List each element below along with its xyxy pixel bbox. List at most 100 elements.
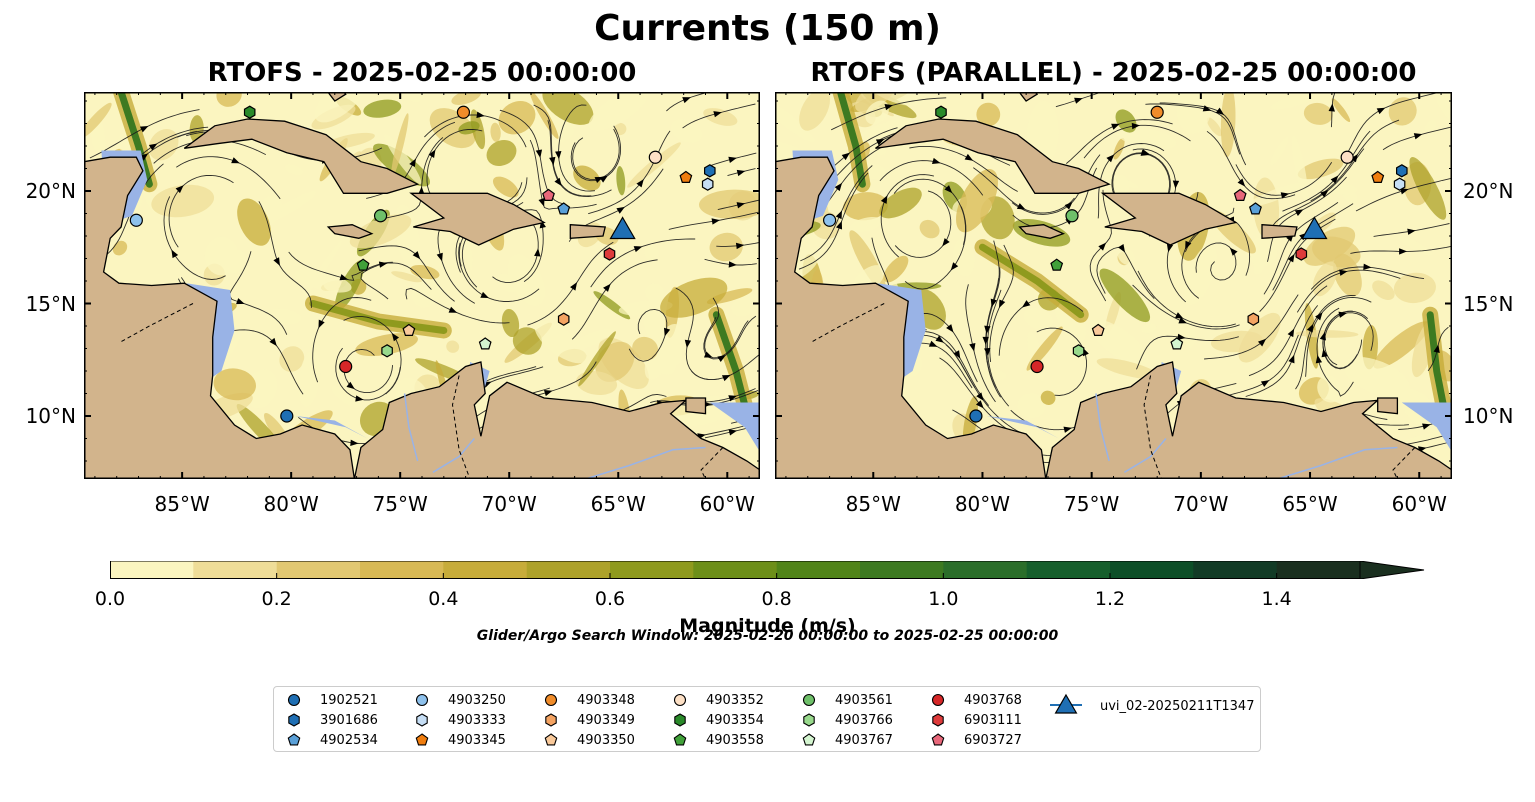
float-marker-1902521 xyxy=(969,409,983,423)
float-marker-4903250 xyxy=(129,213,143,227)
float-marker-4902534 xyxy=(1248,202,1262,215)
lat-tick-label-right: 15°N xyxy=(1463,291,1514,316)
legend-item: 4903354 xyxy=(672,711,764,729)
float-marker-4902534 xyxy=(557,202,571,215)
colorbar-segment xyxy=(776,561,861,579)
float-marker-6903111 xyxy=(603,247,616,261)
float-marker-uvi_02-20250211T1347 xyxy=(609,216,636,240)
colorbar-tick-label: 1.0 xyxy=(928,588,959,610)
colorbar-tick-label: 0.2 xyxy=(261,588,292,610)
legend-label: uvi_02-20250211T1347 xyxy=(1100,698,1255,714)
legend-item: 4902534 xyxy=(286,731,378,749)
legend-item: 6903727 xyxy=(930,731,1022,749)
legend-label: 4903767 xyxy=(835,732,893,748)
triangle-marker-icon xyxy=(1050,693,1082,714)
pentagon-marker-icon xyxy=(415,733,429,746)
lon-tick-label: 70°W xyxy=(1173,492,1229,516)
figure-title: Currents (150 m) xyxy=(594,8,941,49)
legend-label: 4903354 xyxy=(706,712,764,728)
float-marker-4903350 xyxy=(1091,323,1105,336)
float-marker-4903766 xyxy=(381,344,393,358)
colorbar-tick-label: 0.4 xyxy=(428,588,459,610)
float-marker-4903348 xyxy=(1150,105,1164,119)
float-marker-4903352 xyxy=(1340,150,1354,164)
float-marker-4903354 xyxy=(935,105,947,119)
legend-item: 4903352 xyxy=(672,691,764,709)
legend-item: 4903768 xyxy=(930,691,1022,709)
float-marker-4903767 xyxy=(478,337,492,350)
legend-item: 4903766 xyxy=(801,711,893,729)
lon-tick-label: 60°W xyxy=(1391,492,1447,516)
legend-label: 1902521 xyxy=(320,692,378,708)
colorbar-segment xyxy=(1193,561,1278,579)
circle-marker-icon xyxy=(802,693,816,707)
legend-label: 4903348 xyxy=(577,692,635,708)
float-marker-3901686 xyxy=(703,164,716,178)
lon-tick-label: 65°W xyxy=(1282,492,1338,516)
colorbar-label: Magnitude (m/s) xyxy=(679,615,856,637)
hexagon-marker-icon xyxy=(545,713,557,727)
legend-label: 4903766 xyxy=(835,712,893,728)
legend-item: 4903333 xyxy=(414,711,506,729)
float-marker-4903345 xyxy=(1371,170,1385,184)
float-marker-4903345 xyxy=(679,170,693,184)
legend-item: 3901686 xyxy=(286,711,378,729)
float-marker-uvi_02-20250211T1347 xyxy=(1301,216,1328,240)
float-marker-6903727 xyxy=(1233,188,1247,202)
lat-tick-label-right: 20°N xyxy=(1463,179,1514,203)
legend-label: 4903333 xyxy=(448,712,506,728)
legend-label: 3901686 xyxy=(320,712,378,728)
colorbar-segment xyxy=(943,561,1028,579)
search-window-note: Glider/Argo Search Window: 2025-02-20 00… xyxy=(476,628,1059,644)
legend: 1902521 3901686 4902534 4903250 4903333 49033… xyxy=(273,686,1261,752)
lat-tick-label-left: 15°N xyxy=(25,291,76,316)
pentagon-marker-icon xyxy=(544,733,558,746)
legend-label: 4903352 xyxy=(706,692,764,708)
float-marker-4903352 xyxy=(648,150,662,164)
hexagon-marker-icon xyxy=(288,713,300,727)
legend-item: 1902521 xyxy=(286,691,378,709)
left-panel-title: RTOFS - 2025-02-25 00:00:00 xyxy=(207,58,637,88)
legend-label: 4903345 xyxy=(448,732,506,748)
circle-marker-icon xyxy=(931,693,945,707)
lon-tick-label: 70°W xyxy=(481,492,537,516)
legend-item: 6903111 xyxy=(930,711,1022,729)
lon-tick-label: 85°W xyxy=(154,492,210,516)
colorbar-tick-label: 0.0 xyxy=(94,588,126,610)
lat-tick-label-left: 20°N xyxy=(25,179,76,203)
legend-label: 4903768 xyxy=(964,692,1022,708)
float-marker-4903768 xyxy=(1030,359,1044,374)
hexagon-marker-icon xyxy=(674,713,686,727)
pentagon-marker-icon xyxy=(673,733,687,746)
colorbar-segment xyxy=(610,561,694,579)
lon-tick-label: 75°W xyxy=(372,492,428,516)
float-marker-4903561 xyxy=(373,209,388,223)
lon-tick-label: 80°W xyxy=(263,492,319,516)
legend-item: uvi_02-20250211T1347 xyxy=(1050,693,1254,719)
colorbar-tick-label: 1.2 xyxy=(1094,588,1126,610)
map-canvas-left xyxy=(84,92,760,479)
colorbar-tick-label: 0.6 xyxy=(594,588,626,610)
legend-label: 4903558 xyxy=(706,732,764,748)
float-marker-4903333 xyxy=(701,177,714,191)
pentagon-marker-icon xyxy=(802,733,816,746)
float-marker-3901686 xyxy=(1395,164,1408,178)
circle-marker-icon xyxy=(544,693,558,707)
legend-label: 6903727 xyxy=(964,732,1022,748)
float-marker-1902521 xyxy=(280,409,294,423)
legend-item: 4903350 xyxy=(543,731,635,749)
lon-tick-label: 85°W xyxy=(845,492,901,516)
float-marker-4903350 xyxy=(402,323,416,336)
hexagon-marker-icon xyxy=(932,713,944,727)
float-marker-4903767 xyxy=(1170,337,1184,350)
legend-label: 4903561 xyxy=(835,692,893,708)
colorbar-segment xyxy=(443,561,528,579)
map-panel-rtofs xyxy=(84,92,760,479)
float-marker-4903354 xyxy=(243,105,256,119)
legend-item: 4903345 xyxy=(414,731,506,749)
float-marker-6903727 xyxy=(542,188,555,202)
float-marker-4903349 xyxy=(557,312,570,326)
circle-marker-icon xyxy=(673,693,687,707)
map-canvas-right xyxy=(775,92,1452,479)
float-marker-6903111 xyxy=(1295,247,1308,261)
